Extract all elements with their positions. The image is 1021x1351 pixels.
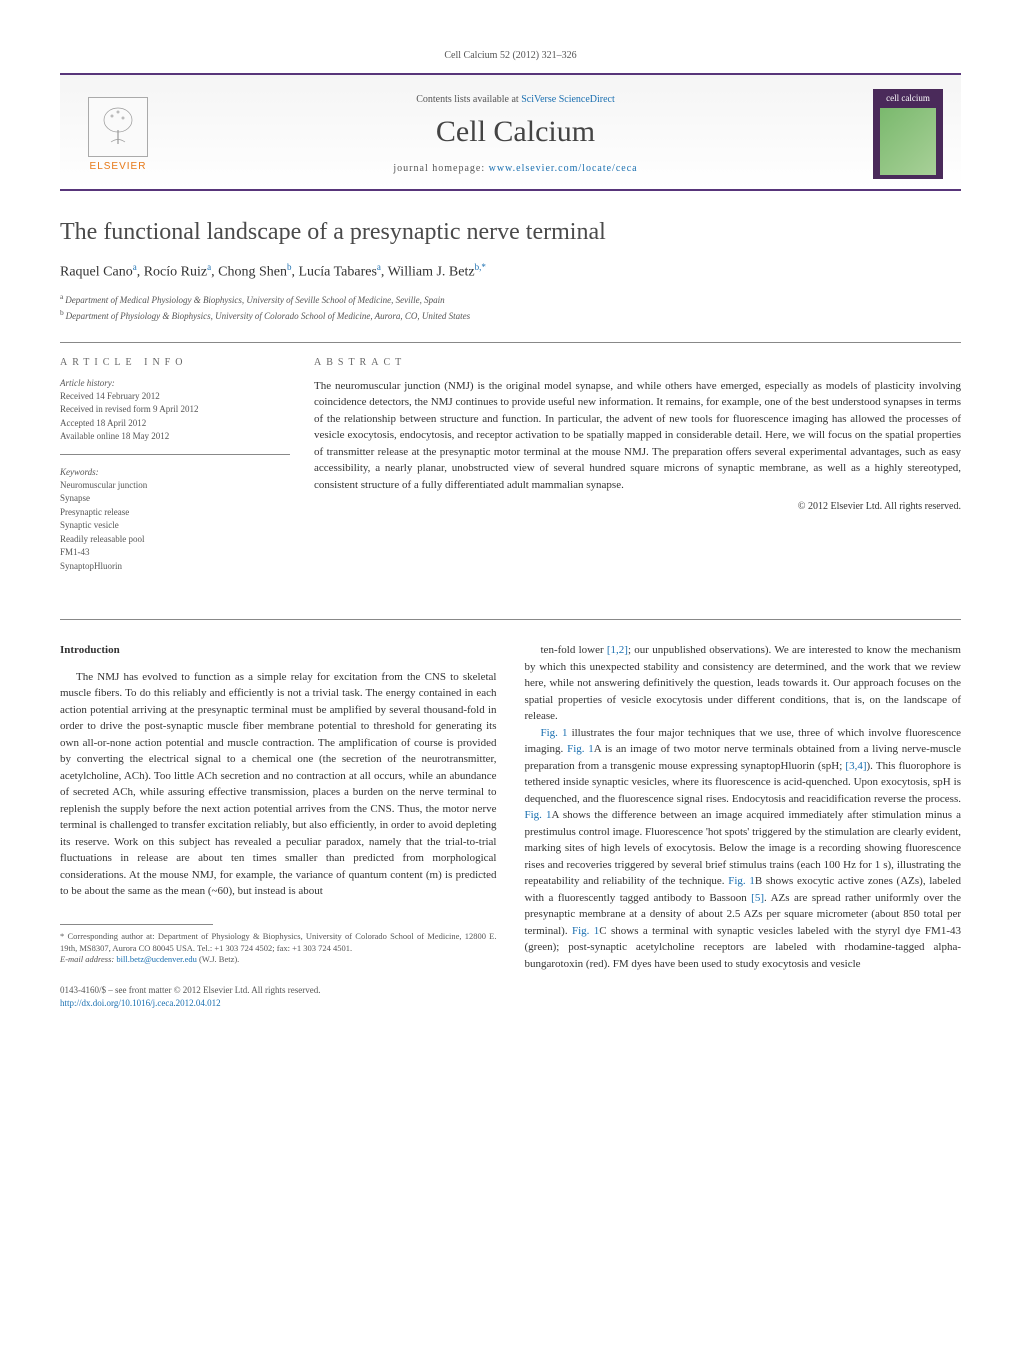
author: Chong Shen	[218, 265, 287, 280]
front-matter-line: 0143-4160/$ – see front matter © 2012 El…	[60, 984, 497, 997]
history-line: Received in revised form 9 April 2012	[60, 403, 290, 417]
author-affil-sup: a	[207, 262, 211, 272]
affiliation-line: a Department of Medical Physiology & Bio…	[60, 291, 961, 308]
email-label: E-mail address:	[60, 954, 116, 964]
elsevier-text: ELSEVIER	[90, 161, 147, 172]
keyword-line: SynaptopHluorin	[60, 560, 290, 574]
author-affil-sup: b	[287, 262, 292, 272]
author: Raquel Cano	[60, 265, 133, 280]
abstract-heading: ABSTRACT	[314, 357, 961, 368]
author-affil-sup: a	[377, 262, 381, 272]
author: Lucía Tabares	[298, 265, 376, 280]
fig1-link-b[interactable]: Fig. 1	[567, 743, 594, 755]
elsevier-tree-icon	[88, 97, 148, 157]
body-column-right: ten-fold lower [1,2]; our unpublished ob…	[525, 642, 962, 1009]
history-line: Available online 18 May 2012	[60, 430, 290, 444]
homepage-prefix: journal homepage:	[393, 163, 488, 174]
cover-image-icon	[880, 108, 936, 175]
journal-reference: Cell Calcium 52 (2012) 321–326	[60, 50, 961, 61]
body-column-left: Introduction The NMJ has evolved to func…	[60, 642, 497, 1009]
author: William J. Betz	[388, 265, 475, 280]
affiliation-line: b Department of Physiology & Biophysics,…	[60, 307, 961, 324]
abstract-column: ABSTRACT The neuromuscular junction (NMJ…	[314, 357, 961, 596]
article-history-block: Article history: Received 14 February 20…	[60, 378, 290, 455]
email-footnote: E-mail address: bill.betz@ucdenver.edu (…	[60, 954, 497, 966]
keyword-line: Synaptic vesicle	[60, 519, 290, 533]
col2-p1-pre: ten-fold lower	[541, 644, 607, 656]
journal-cover-thumbnail: cell calcium	[873, 89, 943, 179]
abstract-copyright: © 2012 Elsevier Ltd. All rights reserved…	[314, 501, 961, 512]
keywords-block: Keywords: Neuromuscular junctionSynapseP…	[60, 467, 290, 584]
col2-paragraph-2: Fig. 1 illustrates the four major techni…	[525, 725, 962, 973]
email-suffix: (W.J. Betz).	[197, 954, 239, 964]
elsevier-logo: ELSEVIER	[78, 89, 158, 179]
author-affil-sup: a	[133, 262, 137, 272]
contents-line: Contents lists available at SciVerse Sci…	[158, 94, 873, 105]
fig1-link-c[interactable]: Fig. 1	[525, 809, 552, 821]
cover-title: cell calcium	[886, 93, 930, 104]
homepage-line: journal homepage: www.elsevier.com/locat…	[158, 163, 873, 174]
article-title: The functional landscape of a presynapti…	[60, 219, 961, 246]
article-info-sidebar: ARTICLE INFO Article history: Received 1…	[60, 357, 290, 596]
fig1-link-a[interactable]: Fig. 1	[541, 727, 568, 739]
affiliations: a Department of Medical Physiology & Bio…	[60, 291, 961, 324]
keyword-line: Readily releasable pool	[60, 533, 290, 547]
homepage-link[interactable]: www.elsevier.com/locate/ceca	[489, 163, 638, 174]
journal-header: ELSEVIER Contents lists available at Sci…	[60, 73, 961, 191]
fig1-link-d[interactable]: Fig. 1	[728, 875, 755, 887]
doi-link[interactable]: http://dx.doi.org/10.1016/j.ceca.2012.04…	[60, 998, 221, 1008]
corresponding-author-footnote: * Corresponding author at: Department of…	[60, 931, 497, 955]
keywords-label: Keywords:	[60, 467, 290, 477]
intro-paragraph-1: The NMJ has evolved to function as a sim…	[60, 669, 497, 900]
authors-list: Raquel Canoa, Rocío Ruiza, Chong Shenb, …	[60, 262, 961, 281]
col2-paragraph-1: ten-fold lower [1,2]; our unpublished ob…	[525, 642, 962, 725]
author-affil-sup: b,*	[475, 262, 486, 272]
fig1-link-e[interactable]: Fig. 1	[572, 925, 599, 937]
email-link[interactable]: bill.betz@ucdenver.edu	[116, 954, 197, 964]
journal-name: Cell Calcium	[158, 115, 873, 149]
history-label: Article history:	[60, 378, 290, 388]
keyword-line: Neuromuscular junction	[60, 479, 290, 493]
ref-link-1-2[interactable]: [1,2]	[607, 644, 628, 656]
corr-author-text: * Corresponding author at: Department of…	[60, 931, 497, 953]
footnote-divider	[60, 924, 213, 925]
article-info-heading: ARTICLE INFO	[60, 357, 290, 368]
front-matter-info: 0143-4160/$ – see front matter © 2012 El…	[60, 984, 497, 1009]
contents-prefix: Contents lists available at	[416, 94, 521, 105]
abstract-text: The neuromuscular junction (NMJ) is the …	[314, 378, 961, 494]
keyword-line: Presynaptic release	[60, 506, 290, 520]
keyword-line: FM1-43	[60, 546, 290, 560]
author: Rocío Ruiz	[144, 265, 207, 280]
keyword-line: Synapse	[60, 492, 290, 506]
history-line: Accepted 18 April 2012	[60, 417, 290, 431]
introduction-heading: Introduction	[60, 642, 497, 659]
sciencedirect-link[interactable]: SciVerse ScienceDirect	[521, 94, 615, 105]
history-line: Received 14 February 2012	[60, 390, 290, 404]
ref-link-5[interactable]: [5]	[751, 892, 764, 904]
ref-link-3-4[interactable]: [3,4]	[845, 760, 866, 772]
